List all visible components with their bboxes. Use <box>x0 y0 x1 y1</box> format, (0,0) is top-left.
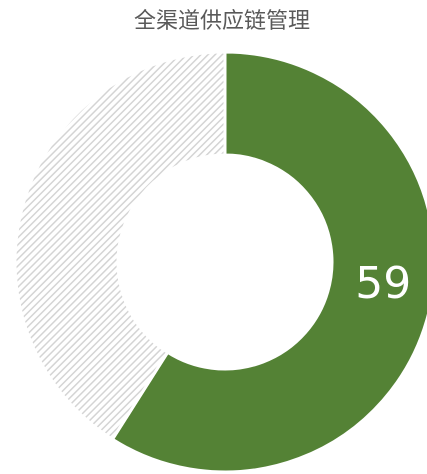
donut <box>13 50 427 474</box>
data-label: 59 <box>355 258 411 309</box>
slice <box>110 50 427 474</box>
chart-title: 全渠道供应链管理 <box>134 9 310 34</box>
slice <box>13 50 227 442</box>
